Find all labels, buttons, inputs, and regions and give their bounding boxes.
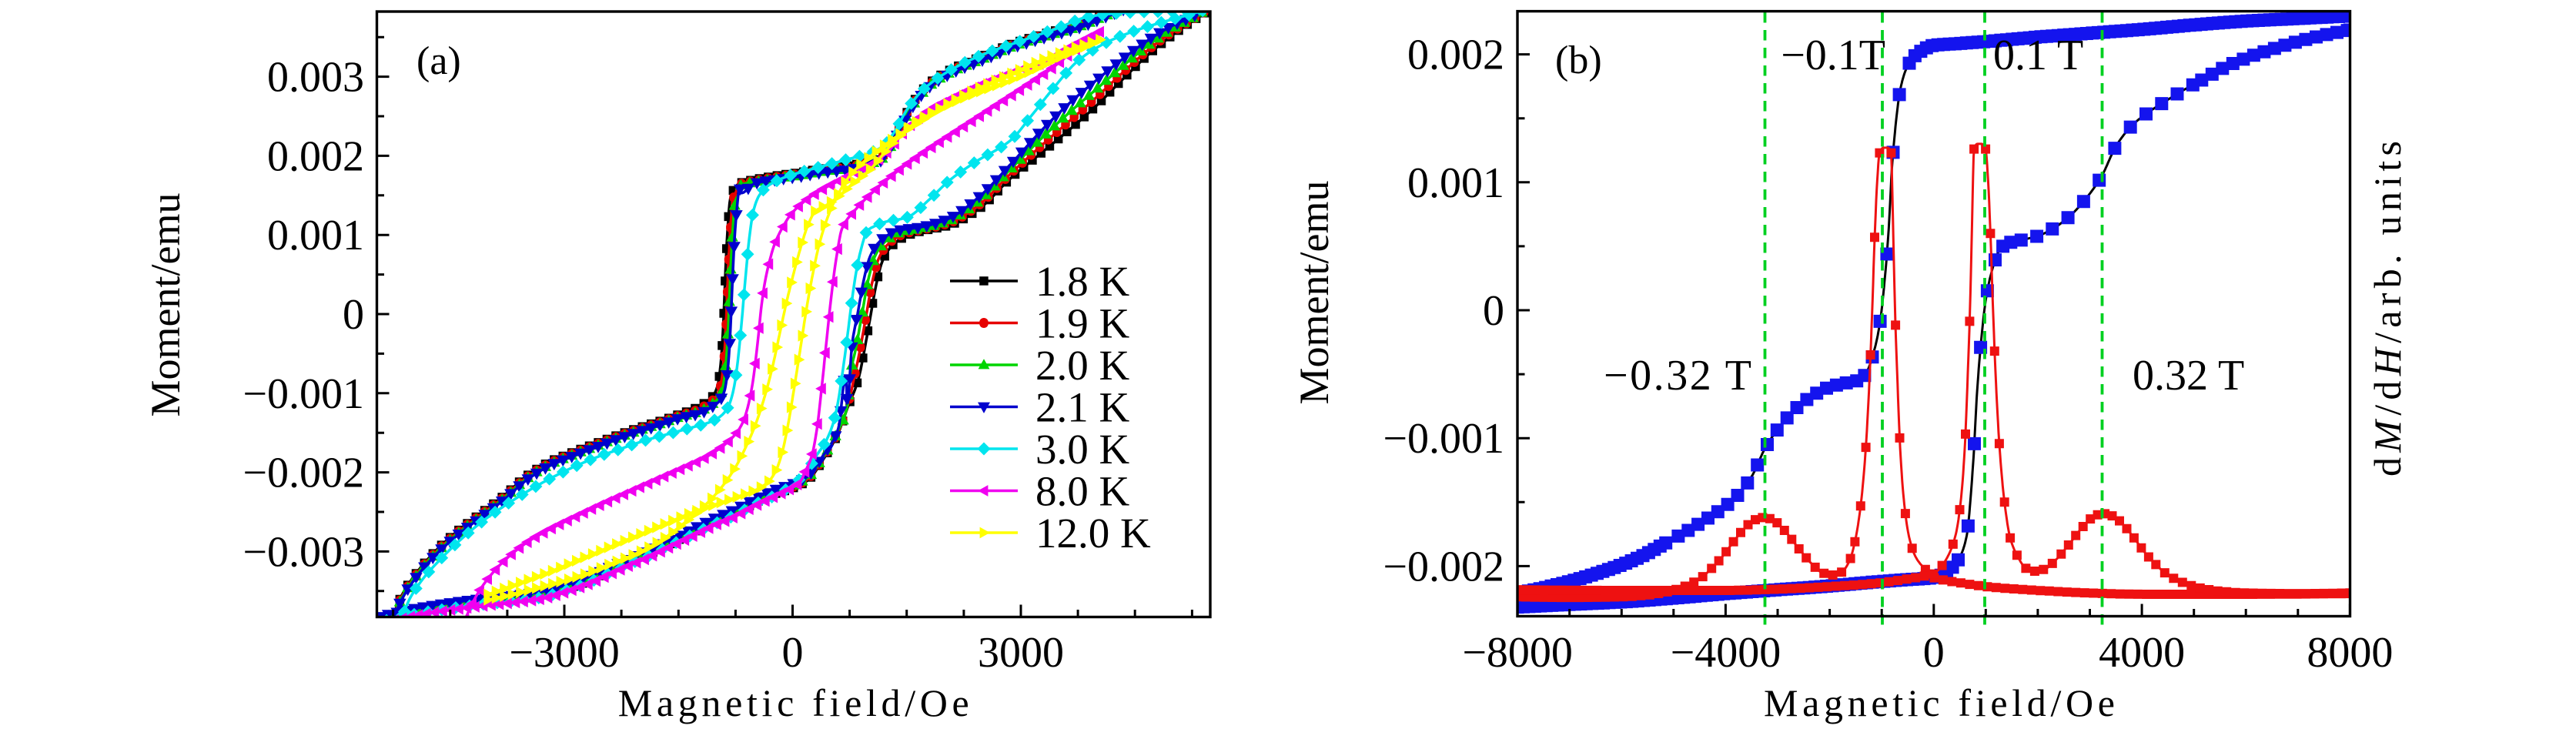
svg-text:−0.002: −0.002 [243,450,364,497]
svg-text:−0.002: −0.002 [1383,543,1504,590]
svg-text:−0.001: −0.001 [243,370,364,418]
svg-text:0.001: 0.001 [1407,159,1504,207]
svg-text:12.0 K: 12.0 K [1035,510,1151,557]
svg-text:−8000: −8000 [1462,629,1573,677]
svg-text:0: 0 [782,629,804,677]
svg-text:0: 0 [1923,629,1945,677]
svg-text:0.002: 0.002 [267,132,364,180]
svg-text:(a): (a) [417,39,461,83]
svg-text:2.1 K: 2.1 K [1035,384,1130,431]
svg-text:(b): (b) [1555,38,1602,82]
svg-text:0.001: 0.001 [267,212,364,259]
svg-text:0: 0 [1483,287,1504,335]
svg-text:1.8 K: 1.8 K [1035,258,1130,305]
svg-text:2.0 K: 2.0 K [1035,342,1130,389]
svg-text:0: 0 [343,291,364,339]
svg-text:Moment/emu: Moment/emu [142,193,189,417]
svg-text:4000: 4000 [2099,629,2185,677]
svg-text:−3000: −3000 [509,629,620,677]
svg-text:−0.1T: −0.1T [1781,32,1885,79]
svg-text:3.0 K: 3.0 K [1035,426,1130,473]
svg-text:−4000: −4000 [1671,629,1781,677]
svg-text:0.003: 0.003 [267,54,364,102]
svg-text:0.32 T: 0.32 T [2133,352,2244,400]
svg-text:Moment/emu: Moment/emu [1291,181,1337,405]
svg-text:8000: 8000 [2307,629,2393,677]
svg-text:1.9 K: 1.9 K [1035,300,1130,347]
svg-text:−0.001: −0.001 [1383,415,1504,463]
svg-text:3000: 3000 [978,629,1064,677]
svg-text:0.1 T: 0.1 T [1993,32,2083,79]
svg-text:0.002: 0.002 [1407,32,1504,79]
svg-text:−0.003: −0.003 [243,528,364,576]
svg-text:−0.32 T: −0.32 T [1604,352,1751,400]
svg-text:8.0 K: 8.0 K [1035,468,1130,515]
